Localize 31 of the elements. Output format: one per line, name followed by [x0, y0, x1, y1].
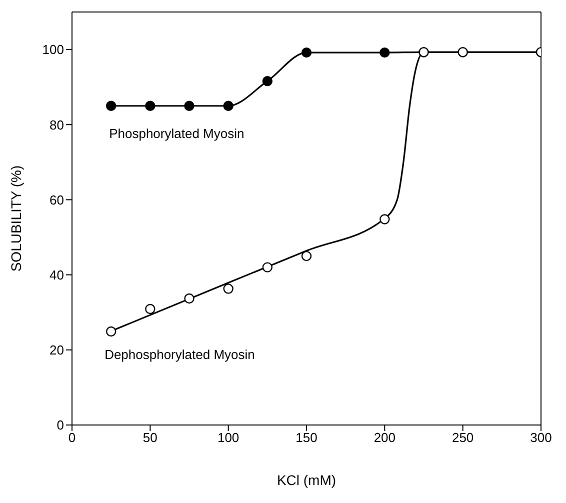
- x-tick-label: 0: [68, 430, 76, 446]
- point: [184, 293, 194, 304]
- point: [106, 100, 116, 111]
- point: [184, 100, 194, 111]
- point: [262, 76, 273, 86]
- point: [223, 284, 234, 294]
- y-tick-label: 20: [50, 342, 64, 358]
- x-tick-label: 250: [452, 430, 474, 446]
- point: [380, 47, 390, 58]
- y-axis-title: SOLUBILITY (%): [8, 165, 24, 272]
- point: [301, 250, 312, 262]
- x-tick-label: 100: [217, 430, 240, 446]
- point: [380, 214, 390, 224]
- y-tick-label: 80: [50, 117, 64, 132]
- point: [301, 47, 312, 58]
- point: [145, 100, 156, 111]
- series-label: Dephosphorylated Myosin: [104, 347, 255, 362]
- series-label: Phosphorylated Myosin: [109, 126, 244, 141]
- x-tick-label: 50: [142, 430, 158, 446]
- point: [106, 326, 116, 337]
- x-tick-label: 300: [530, 430, 552, 446]
- y-tick-label: 40: [50, 267, 64, 282]
- x-tick-label: 200: [374, 430, 396, 446]
- y-tick-label: 60: [50, 192, 64, 208]
- point: [145, 304, 156, 314]
- x-axis-title: KCl (mM): [276, 472, 336, 488]
- point: [262, 262, 273, 272]
- y-tick-label: 100: [42, 42, 64, 58]
- x-tick-label: 150: [296, 430, 318, 446]
- y-tick-label: 0: [56, 418, 64, 433]
- point: [223, 100, 234, 111]
